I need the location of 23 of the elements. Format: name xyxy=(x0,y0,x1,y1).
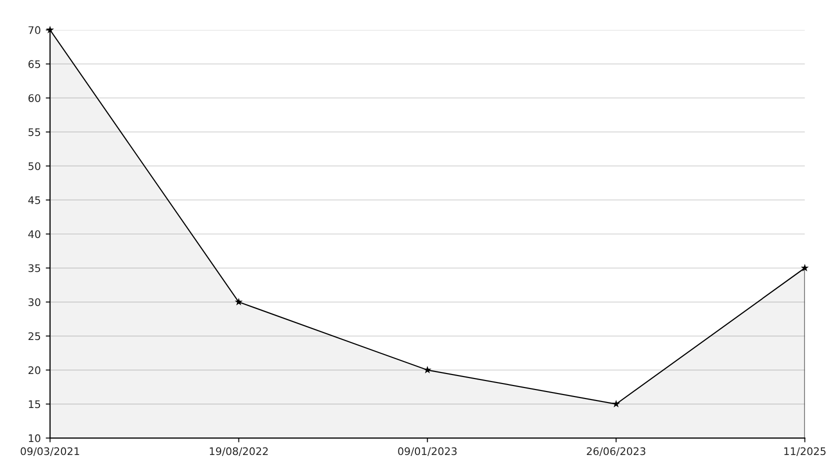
y-tick-label: 20 xyxy=(28,366,40,374)
point xyxy=(234,298,243,306)
x-tick-label: 09/01/2023 xyxy=(398,447,457,456)
y-tick-label: 25 xyxy=(28,332,40,340)
x-tick-label: 19/08/2022 xyxy=(210,447,268,456)
point xyxy=(612,400,620,408)
y-tick-label: 55 xyxy=(28,128,40,136)
y-tick-label: 40 xyxy=(28,230,40,238)
point xyxy=(800,264,809,272)
y-tick-label: 65 xyxy=(28,60,40,68)
y-tick-label: 70 xyxy=(28,26,40,34)
y-tick-label: 30 xyxy=(28,298,40,306)
y-tick-label: 35 xyxy=(28,264,40,272)
point xyxy=(423,366,432,374)
x-tick-label: 11/2025 xyxy=(784,447,826,456)
y-tick-label: 50 xyxy=(28,162,40,170)
point xyxy=(46,26,54,34)
y-tick-label: 60 xyxy=(28,94,40,102)
x-tick-label: 09/03/2021 xyxy=(20,447,80,456)
y-tick-label: 10 xyxy=(28,434,40,442)
x-tick-label: 26/06/2023 xyxy=(586,447,646,456)
y-tick-label: 45 xyxy=(28,196,40,204)
y-tick-label: 15 xyxy=(28,400,40,408)
